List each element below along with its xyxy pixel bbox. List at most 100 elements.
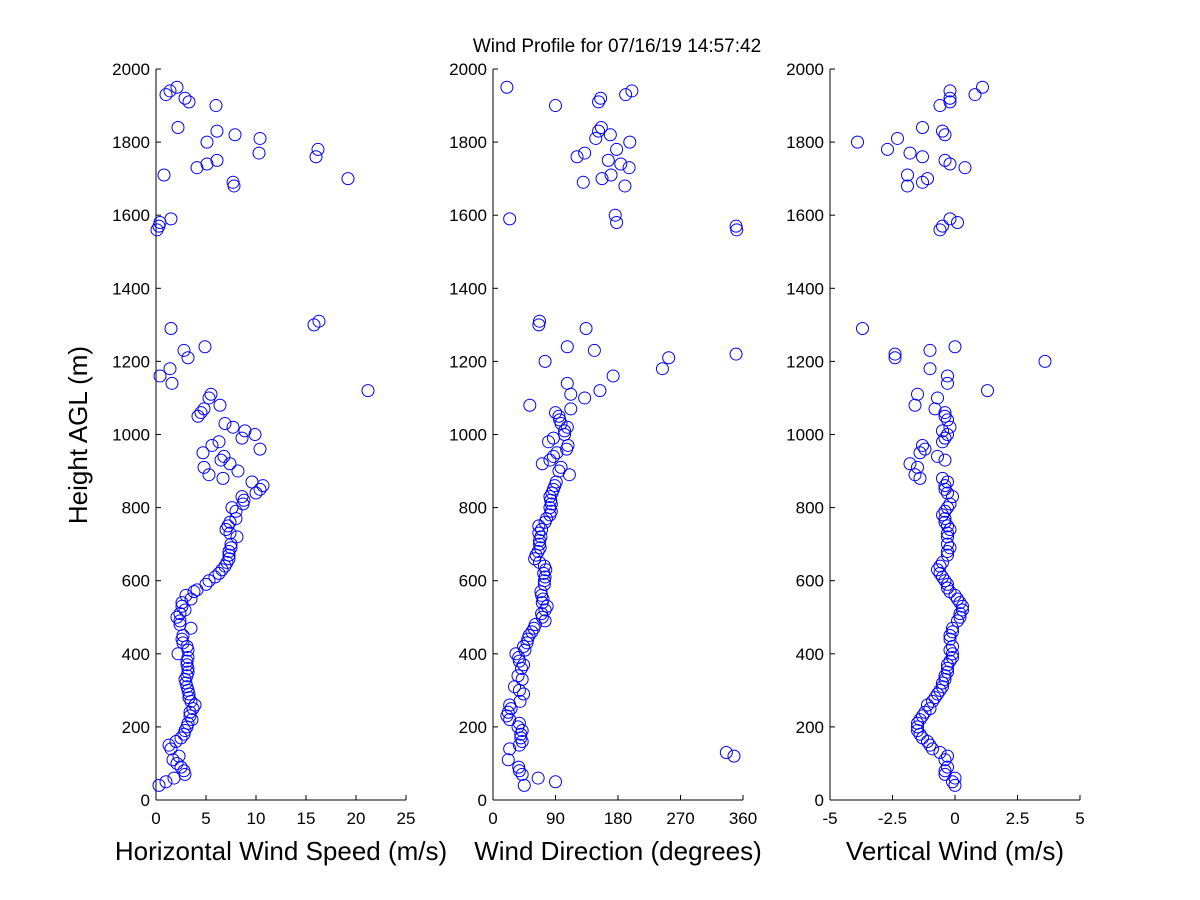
speed-data-point [212, 566, 226, 580]
speed-data-point [182, 95, 196, 109]
speed-data-point [187, 585, 201, 599]
speed-data-point [196, 446, 210, 460]
vertical-data-point [926, 742, 939, 756]
vertical-data-point [938, 453, 952, 467]
speed-data-point [184, 621, 198, 635]
direction-y-tick-label: 1600 [449, 206, 487, 225]
vertical-data-point [881, 142, 894, 156]
speed-data-point [167, 771, 181, 785]
direction-data-point [500, 80, 514, 94]
direction-y-tick-label: 600 [459, 572, 487, 591]
speed-data-point [210, 124, 224, 138]
direction-data-point [512, 760, 526, 774]
direction-y-tick-label: 0 [478, 791, 487, 810]
speed-y-tick-label: 1600 [112, 206, 150, 225]
speed-data-point [173, 618, 187, 632]
speed-data-point [212, 435, 226, 449]
speed-data-point [183, 709, 197, 723]
speed-data-point [170, 756, 184, 770]
vertical-x-tick-label: 2.5 [1006, 809, 1030, 828]
vertical-data-point [891, 131, 904, 145]
direction-data-point [549, 475, 563, 489]
direction-data-point [552, 464, 566, 478]
direction-data-point [601, 153, 615, 167]
vertical-data-point [946, 639, 959, 653]
speed-data-point [164, 742, 178, 756]
direction-y-tick-label: 1400 [449, 279, 487, 298]
direction-data-point [532, 519, 546, 533]
speed-data-point [217, 449, 231, 463]
direction-data-point [587, 343, 601, 357]
speed-data-point [177, 764, 191, 778]
direction-data-point [606, 369, 620, 383]
direction-data-point [729, 347, 743, 361]
vertical-data-point [936, 124, 949, 138]
direction-data-point [619, 88, 633, 102]
speed-x-tick-label: 5 [201, 809, 210, 828]
speed-y-tick-label: 400 [122, 645, 150, 664]
vertical-y-tick-label: 1200 [786, 352, 824, 371]
direction-data-point [546, 449, 560, 463]
direction-data-point [532, 526, 546, 540]
vertical-data-point [968, 88, 982, 102]
vertical-data-point [888, 347, 902, 361]
vertical-data-point [1038, 354, 1052, 368]
direction-data-point [549, 775, 562, 789]
speed-data-point [361, 384, 375, 398]
vertical-data-point [943, 420, 957, 434]
vertical-data-point [931, 687, 944, 701]
vertical-y-tick-label: 1400 [786, 279, 824, 298]
speed-data-point [209, 99, 223, 113]
speed-data-point [208, 570, 222, 584]
vertical-data-point [911, 720, 924, 734]
vertical-data-point [981, 384, 994, 398]
vertical-data-point [911, 716, 924, 730]
speed-data-point [225, 501, 239, 515]
vertical-y-tick-label: 1800 [786, 133, 824, 152]
vertical-data-point [951, 614, 964, 628]
vertical-data-point [903, 457, 917, 471]
speed-y-tick-label: 1200 [112, 352, 150, 371]
vertical-data-point [956, 599, 969, 613]
direction-data-point [594, 91, 608, 105]
speed-data-point [180, 658, 194, 672]
direction-data-point [560, 376, 574, 390]
vertical-data-point [943, 212, 957, 226]
vertical-data-point [888, 351, 902, 365]
direction-data-point [608, 208, 622, 222]
speed-data-point [222, 548, 236, 562]
vertical-x-tick-label: 0 [950, 809, 959, 828]
direction-data-point [538, 603, 552, 617]
vertical-data-point [943, 91, 957, 105]
direction-data-point [509, 647, 523, 661]
vertical-data-point [943, 585, 957, 599]
vertical-data-point [943, 643, 957, 657]
speed-x-tick-label: 15 [297, 809, 316, 828]
speed-data-point [238, 424, 252, 438]
speed-data-point [252, 146, 266, 160]
vertical-data-point [943, 95, 957, 109]
vertical-data-point [938, 515, 952, 529]
vertical-y-tick-label: 400 [796, 645, 824, 664]
speed-x-tick-label: 20 [347, 809, 366, 828]
speed-data-point [235, 431, 249, 445]
vertical-data-point [933, 559, 947, 573]
speed-data-point [202, 391, 216, 405]
vertical-data-point [956, 603, 969, 617]
speed-data-point [229, 504, 243, 518]
speed-data-point [224, 541, 238, 555]
direction-data-point [564, 402, 578, 416]
speed-data-point [181, 665, 195, 679]
speed-y-tick-label: 0 [141, 791, 150, 810]
speed-data-point [230, 530, 244, 544]
vertical-data-point [948, 771, 962, 785]
direction-y-tick-label: 1800 [449, 133, 487, 152]
direction-data-point [610, 142, 624, 156]
direction-x-tick-label: 0 [488, 809, 497, 828]
direction-data-point [533, 314, 547, 328]
vertical-y-tick-label: 800 [796, 499, 824, 518]
speed-data-point [197, 402, 211, 416]
direction-x-tick-label: 90 [546, 809, 565, 828]
speed-data-point [253, 482, 267, 496]
vertical-data-point [936, 435, 949, 449]
